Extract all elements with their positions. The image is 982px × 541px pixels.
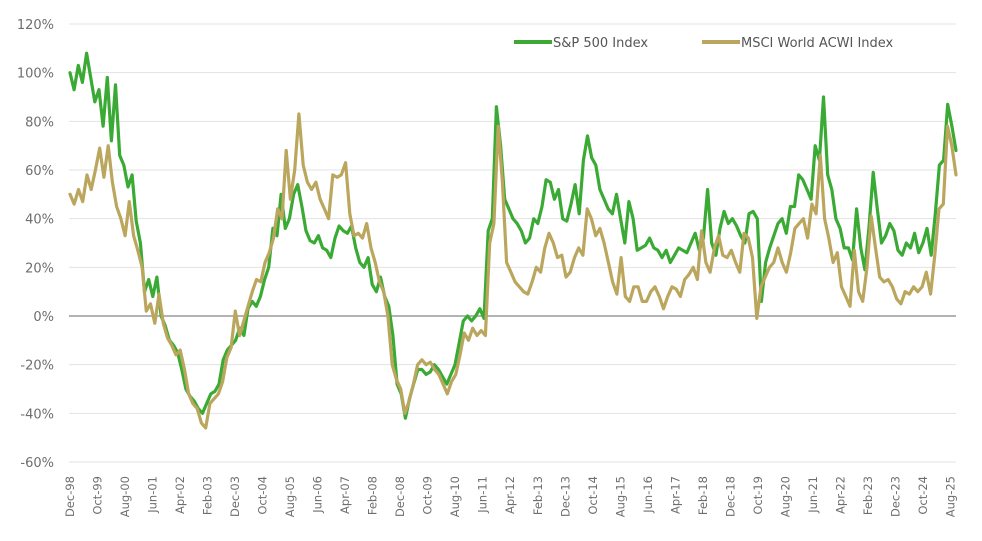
x-tick-label: Aug-15 bbox=[613, 476, 627, 517]
x-tick-label: Oct-04 bbox=[256, 476, 270, 515]
x-tick-label: Dec-98 bbox=[63, 476, 77, 517]
legend: S&P 500 Index MSCI World ACWI Index bbox=[514, 36, 894, 51]
x-tick-label: Jun-11 bbox=[476, 476, 490, 514]
y-tick-label: 20% bbox=[25, 261, 54, 276]
x-tick-label: Apr-02 bbox=[173, 476, 187, 514]
x-tick-label: Jun-21 bbox=[806, 476, 820, 514]
y-tick-label: 0% bbox=[33, 310, 54, 325]
x-tick-label: Oct-24 bbox=[916, 476, 930, 515]
x-tick-label: Dec-03 bbox=[228, 476, 242, 517]
y-tick-label: 100% bbox=[17, 67, 54, 82]
x-axis-ticks: Dec-98 Oct-99 Aug-00 Jun-01 Apr-02 Feb-03 Dec-… bbox=[63, 476, 957, 517]
x-tick-label: Feb-18 bbox=[696, 476, 710, 515]
x-tick-label: Dec-08 bbox=[393, 476, 407, 517]
y-tick-label: -40% bbox=[20, 407, 54, 422]
x-tick-label: Oct-19 bbox=[751, 476, 765, 515]
x-tick-label: Jun-06 bbox=[311, 476, 325, 514]
x-tick-label: Aug-00 bbox=[118, 476, 132, 517]
x-tick-label: Jun-16 bbox=[641, 476, 655, 514]
x-tick-label: Aug-10 bbox=[448, 476, 462, 517]
y-tick-label: 120% bbox=[17, 18, 54, 33]
x-tick-label: Dec-13 bbox=[558, 476, 572, 517]
x-tick-label: Apr-12 bbox=[503, 476, 517, 514]
x-tick-label: Oct-14 bbox=[586, 476, 600, 515]
x-tick-label: Dec-18 bbox=[723, 476, 737, 517]
series-lines bbox=[68, 51, 958, 430]
x-tick-label: Feb-03 bbox=[201, 476, 215, 515]
x-tick-label: Aug-05 bbox=[283, 476, 297, 517]
y-tick-label: 80% bbox=[25, 115, 54, 130]
x-tick-label: Aug-20 bbox=[778, 476, 792, 517]
x-tick-label: Apr-22 bbox=[833, 476, 847, 514]
series-line-sp500 bbox=[68, 51, 958, 420]
y-tick-label: -20% bbox=[20, 359, 54, 374]
x-tick-label: Jun-01 bbox=[146, 476, 160, 514]
x-tick-label: Dec-23 bbox=[888, 476, 902, 517]
x-tick-label: Feb-13 bbox=[531, 476, 545, 515]
series-line-msci-acwi bbox=[68, 112, 958, 430]
legend-label-msci: MSCI World ACWI Index bbox=[741, 36, 894, 51]
y-tick-label: 40% bbox=[25, 213, 54, 228]
y-tick-label: 60% bbox=[25, 164, 54, 179]
x-tick-label: Apr-07 bbox=[338, 476, 352, 514]
x-tick-label: Apr-17 bbox=[668, 476, 682, 514]
y-axis-ticks: -60% -40% -20% 0% 20% 40% 60% 80% 100% 120% bbox=[17, 18, 54, 471]
legend-label-sp500: S&P 500 Index bbox=[553, 36, 648, 51]
x-tick-label: Aug-25 bbox=[943, 476, 957, 517]
y-tick-label: -60% bbox=[20, 456, 54, 471]
x-tick-label: Feb-08 bbox=[366, 476, 380, 515]
x-tick-label: Oct-99 bbox=[91, 476, 105, 515]
x-tick-label: Oct-09 bbox=[421, 476, 435, 515]
gridlines bbox=[69, 23, 956, 463]
x-tick-label: Feb-23 bbox=[861, 476, 875, 515]
